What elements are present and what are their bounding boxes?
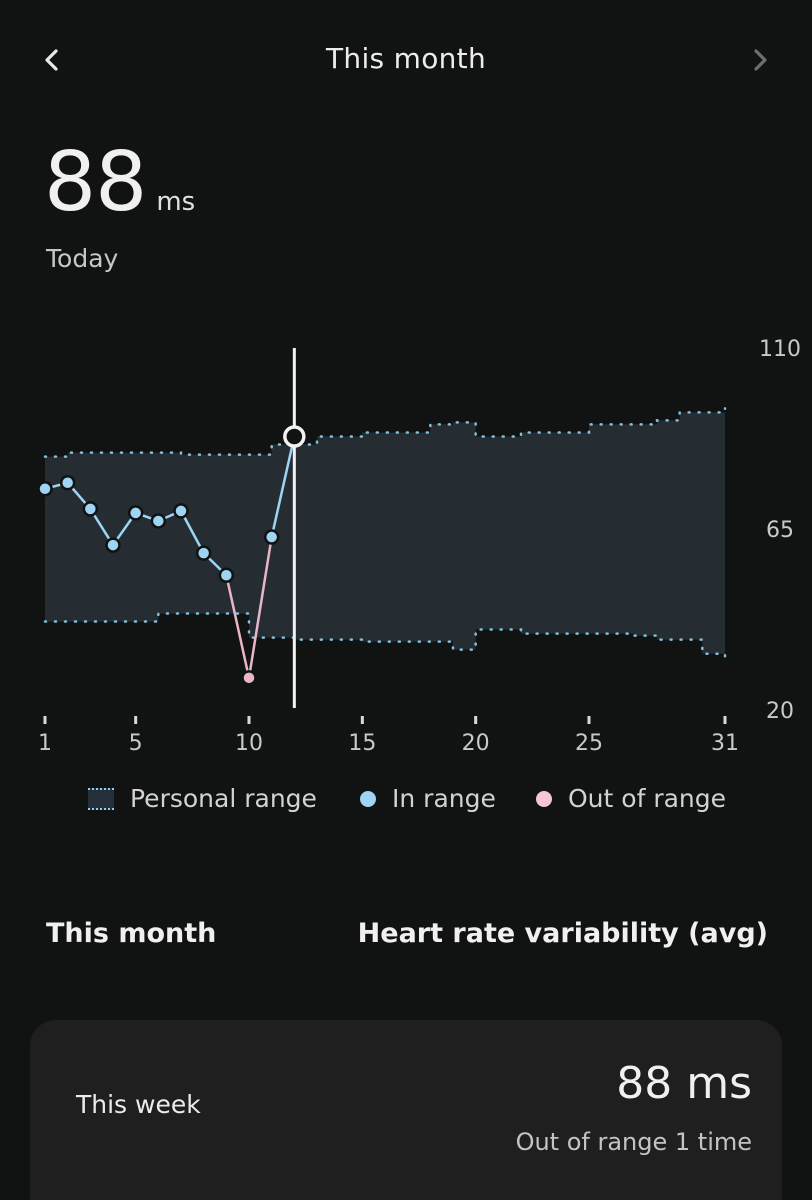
out-of-range-dot-icon — [536, 790, 552, 807]
in-range-point[interactable] — [195, 545, 212, 561]
in-range-point[interactable] — [173, 503, 189, 519]
personal-range-lower-bound — [43, 612, 727, 659]
x-tick-label: 31 — [711, 731, 739, 756]
value-number: 88 — [44, 135, 147, 230]
top-bar: This month — [0, 0, 812, 120]
in-range-point[interactable] — [127, 505, 144, 521]
in-range-point[interactable] — [263, 529, 280, 545]
selected-date-label: Today — [46, 244, 119, 273]
in-range-point[interactable] — [150, 513, 167, 529]
in-range-dot-icon — [360, 790, 376, 807]
x-tick-label: 15 — [348, 731, 376, 756]
period-title: This month — [326, 42, 486, 75]
legend-personal-range: Personal range — [88, 784, 317, 813]
legend-personal-range-label: Personal range — [130, 784, 317, 813]
x-tick-label: 10 — [235, 731, 263, 756]
personal-range-band — [45, 408, 725, 658]
in-range-point[interactable] — [82, 501, 99, 517]
x-tick-label: 1 — [38, 731, 52, 756]
y-tick-label: 65 — [766, 518, 794, 543]
series-segment — [270, 436, 296, 538]
x-tick-label: 25 — [575, 731, 603, 756]
previous-period-button[interactable] — [32, 40, 72, 80]
in-range-point[interactable] — [59, 474, 76, 491]
in-range-point[interactable] — [105, 537, 121, 553]
card-range-status: Out of range 1 time — [515, 1128, 752, 1156]
chevron-right-icon — [754, 49, 767, 71]
value-unit: ms — [156, 187, 196, 217]
legend-in-range: In range — [360, 784, 496, 813]
card-period-label: This week — [76, 1090, 201, 1119]
x-tick-label: 20 — [462, 731, 490, 756]
section-metric-label: Heart rate variability (avg) — [357, 918, 768, 949]
legend-out-of-range-label: Out of range — [568, 784, 727, 813]
section-period-label: This month — [46, 918, 217, 949]
y-tick-label: 110 — [759, 337, 801, 362]
legend-in-range-label: In range — [392, 784, 496, 813]
legend-out-of-range: Out of range — [536, 784, 726, 813]
personal-range-upper-bound — [43, 407, 727, 458]
out-of-range-point[interactable] — [241, 670, 257, 686]
series-segment — [179, 510, 205, 554]
series-segment — [225, 574, 251, 679]
y-tick-label: 20 — [766, 699, 794, 724]
chart-legend: Personal range In range Out of range — [0, 784, 812, 828]
in-range-point[interactable] — [37, 481, 53, 497]
week-summary-card[interactable]: This week 88 ms Out of range 1 time — [30, 1020, 782, 1200]
section-header: This month Heart rate variability (avg) — [46, 918, 768, 949]
next-period-button[interactable] — [740, 40, 780, 80]
card-value: 88 ms — [616, 1058, 752, 1109]
personal-range-swatch — [88, 787, 114, 810]
selected-point[interactable] — [283, 425, 306, 448]
selected-value: 88 ms — [44, 142, 195, 224]
x-tick-label: 5 — [129, 731, 143, 756]
chevron-left-icon — [45, 49, 58, 71]
in-range-point[interactable] — [218, 567, 235, 584]
series-segment — [247, 536, 273, 679]
